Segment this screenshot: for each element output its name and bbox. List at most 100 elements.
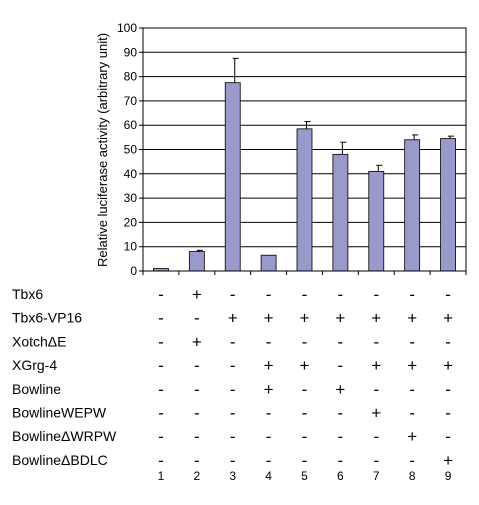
bar [296, 128, 313, 272]
minus-sign: - [194, 309, 200, 328]
condition-label: XGrg-4 [12, 357, 57, 373]
y-tick-label: 60 [124, 118, 138, 132]
minus-sign: - [194, 404, 200, 423]
minus-sign: - [409, 380, 415, 399]
plus-sign: + [264, 356, 274, 375]
lane-number: 9 [445, 469, 452, 483]
condition-label: Tbx6-VP16 [12, 310, 82, 326]
lane-number: 1 [158, 469, 165, 483]
minus-sign: - [302, 380, 308, 399]
lane-number: 8 [409, 469, 416, 483]
plus-sign: + [192, 285, 202, 304]
minus-sign: - [302, 451, 308, 470]
plus-sign: + [300, 356, 310, 375]
minus-sign: - [373, 285, 379, 304]
condition-table: Tbx6 - + - - - - - - - Tbx6-VP16 - - + + + + + + + XotchΔE - +… [12, 285, 453, 483]
minus-sign: - [445, 404, 451, 423]
minus-sign: - [158, 332, 164, 351]
axes: 0 10 20 30 40 50 60 70 80 90 100 [117, 21, 467, 278]
y-tick-label: 100 [117, 21, 137, 35]
minus-sign: - [266, 427, 272, 446]
y-tick-label: 90 [124, 45, 138, 59]
bars [153, 57, 456, 272]
minus-sign: - [158, 451, 164, 470]
y-tick-label: 30 [124, 191, 138, 205]
y-tick-label: 40 [124, 167, 138, 181]
y-tick-label: 70 [124, 94, 138, 108]
minus-sign: - [230, 285, 236, 304]
condition-label: BowlineWEPW [12, 405, 107, 421]
plus-sign: + [407, 427, 417, 446]
minus-sign: - [266, 285, 272, 304]
plus-sign: + [371, 309, 381, 328]
minus-sign: - [302, 427, 308, 446]
minus-sign: - [158, 404, 164, 423]
lane-number: 2 [193, 469, 200, 483]
plus-sign: + [443, 309, 453, 328]
y-tick-label: 10 [124, 240, 138, 254]
y-tick-label: 20 [124, 215, 138, 229]
minus-sign: - [194, 427, 200, 446]
plus-sign: + [371, 356, 381, 375]
minus-sign: - [409, 451, 415, 470]
minus-sign: - [230, 332, 236, 351]
minus-sign: - [445, 332, 451, 351]
plus-sign: + [300, 309, 310, 328]
minus-sign: - [373, 380, 379, 399]
minus-sign: - [409, 285, 415, 304]
minus-sign: - [302, 404, 308, 423]
minus-sign: - [266, 332, 272, 351]
plus-sign: + [264, 380, 274, 399]
minus-sign: - [409, 404, 415, 423]
condition-label: Bowline [12, 381, 61, 397]
minus-sign: - [230, 380, 236, 399]
minus-sign: - [445, 285, 451, 304]
minus-sign: - [158, 309, 164, 328]
condition-label: BowlineΔBDLC [12, 452, 108, 468]
minus-sign: - [266, 404, 272, 423]
bar [404, 139, 421, 272]
plus-sign: + [407, 356, 417, 375]
plus-sign: + [371, 404, 381, 423]
y-tick-label: 80 [124, 70, 138, 84]
minus-sign: - [158, 380, 164, 399]
minus-sign: - [158, 427, 164, 446]
bar [440, 138, 456, 272]
minus-sign: - [194, 356, 200, 375]
minus-sign: - [338, 427, 344, 446]
y-tick-label: 0 [130, 264, 137, 278]
minus-sign: - [266, 451, 272, 470]
plus-sign: + [335, 309, 345, 328]
minus-sign: - [158, 356, 164, 375]
minus-sign: - [338, 404, 344, 423]
lane-number: 7 [373, 469, 380, 483]
y-axis-title: Relative luciferase activity (arbitrary … [95, 33, 110, 267]
condition-label: BowlineΔWRPW [12, 428, 117, 444]
minus-sign: - [373, 427, 379, 446]
plus-sign: + [443, 356, 453, 375]
minus-sign: - [445, 427, 451, 446]
bar [188, 251, 205, 272]
bar [224, 82, 241, 272]
plus-sign: + [335, 380, 345, 399]
minus-sign: - [338, 332, 344, 351]
lane-number: 5 [301, 469, 308, 483]
minus-sign: - [409, 332, 415, 351]
condition-label: XotchΔE [12, 333, 67, 349]
minus-sign: - [230, 427, 236, 446]
plus-sign: + [443, 451, 453, 470]
minus-sign: - [445, 380, 451, 399]
lane-number: 3 [229, 469, 236, 483]
plus-sign: + [264, 309, 274, 328]
minus-sign: - [194, 451, 200, 470]
plus-sign: + [192, 332, 202, 351]
minus-sign: - [230, 451, 236, 470]
y-tick-label: 50 [124, 143, 138, 157]
minus-sign: - [373, 451, 379, 470]
lane-number: 6 [337, 469, 344, 483]
bar [260, 254, 277, 272]
minus-sign: - [338, 356, 344, 375]
plot-frame [142, 27, 467, 272]
